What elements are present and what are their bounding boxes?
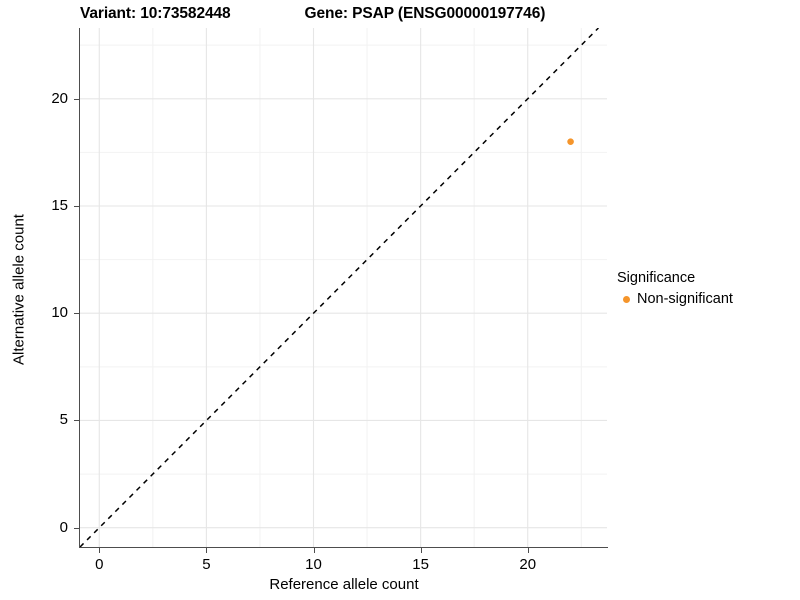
- y-tick: [74, 527, 79, 529]
- x-tick: [313, 548, 315, 553]
- x-tick-label: 0: [95, 556, 104, 573]
- plot-panel: [80, 28, 607, 547]
- plot-title-row: Variant: 10:73582448 Gene: PSAP (ENSG000…: [80, 2, 740, 26]
- legend-items: Non-significant: [617, 289, 792, 309]
- variant-title: Variant: 10:73582448: [80, 5, 231, 22]
- x-tick-label: 5: [202, 556, 211, 573]
- x-tick: [99, 548, 101, 553]
- gene-title: Gene: PSAP (ENSG00000197746): [304, 5, 546, 22]
- legend-title: Significance: [617, 270, 696, 286]
- data-point[interactable]: [567, 138, 574, 145]
- y-tick: [74, 313, 79, 315]
- x-axis-line: [80, 547, 608, 548]
- x-tick: [527, 548, 529, 553]
- legend-marker-icon: [617, 290, 635, 308]
- x-tick: [420, 548, 422, 553]
- y-axis-title: Alternative allele count: [10, 214, 28, 365]
- diagonal-reference-line: [80, 28, 599, 547]
- minor-gridlines: [80, 28, 607, 547]
- y-axis-line: [79, 28, 80, 548]
- x-tick: [206, 548, 208, 553]
- legend-item-label: Non-significant: [637, 291, 733, 307]
- plot-panel-canvas: [80, 28, 607, 547]
- y-tick-label: 10: [51, 304, 68, 322]
- x-tick-label: 10: [305, 556, 322, 573]
- x-tick-label: 20: [519, 556, 537, 573]
- legend: Significance Non-significant: [617, 270, 792, 309]
- y-tick: [74, 98, 79, 100]
- y-tick-label: 0: [59, 518, 68, 536]
- y-tick-label: 5: [59, 411, 68, 429]
- legend-item[interactable]: Non-significant: [617, 289, 792, 309]
- x-axis-title: Reference allele count: [269, 576, 419, 593]
- y-tick-label: 15: [51, 197, 68, 214]
- legend-dot-icon: [622, 295, 630, 303]
- major-gridlines: [80, 28, 607, 547]
- y-tick: [74, 206, 79, 207]
- x-tick-label: 15: [412, 556, 429, 573]
- data-point-group: [567, 138, 574, 145]
- y-tick: [74, 420, 79, 422]
- y-tick-label: 20: [51, 89, 68, 107]
